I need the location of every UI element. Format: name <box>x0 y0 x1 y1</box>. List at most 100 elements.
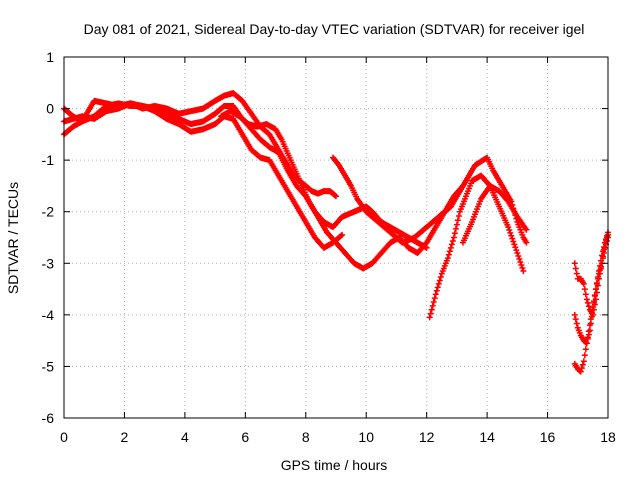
data-point <box>513 247 520 254</box>
x-tick-label: 8 <box>302 429 310 445</box>
data-point <box>508 232 515 239</box>
data-point <box>601 239 608 246</box>
data-point <box>455 213 462 220</box>
data-point <box>432 291 439 298</box>
data-point <box>594 274 601 281</box>
data-point <box>449 237 456 244</box>
data-point <box>599 248 606 255</box>
data-point <box>583 340 590 347</box>
data-point <box>585 328 592 335</box>
data-point <box>430 298 437 305</box>
data-point <box>584 299 591 306</box>
x-tick-label: 0 <box>60 429 68 445</box>
data-point <box>448 241 455 248</box>
data-point <box>581 352 588 359</box>
data-point <box>436 277 443 284</box>
data-point <box>582 346 589 353</box>
data-point <box>596 262 603 269</box>
y-axis-label: SDTVAR / TECUs <box>5 182 21 294</box>
data-point <box>444 255 451 262</box>
data-point <box>582 339 589 346</box>
data-point <box>590 298 597 305</box>
data-point <box>573 270 580 277</box>
plot-frame <box>63 56 609 419</box>
data-point <box>453 221 460 228</box>
x-tick-label: 16 <box>540 429 556 445</box>
data-point <box>454 217 461 224</box>
data-point <box>584 334 591 341</box>
data-point <box>512 244 519 251</box>
data-point <box>598 252 605 259</box>
data-point <box>580 280 587 287</box>
data-point <box>588 310 595 317</box>
data-point <box>597 263 604 270</box>
data-point <box>586 327 593 334</box>
data-point <box>585 303 592 310</box>
data-point <box>581 286 588 293</box>
data-point <box>577 368 584 375</box>
x-tick-label: 14 <box>479 429 495 445</box>
data-point <box>514 249 521 256</box>
data-point <box>434 284 441 291</box>
y-tick-label: 1 <box>46 49 54 65</box>
data-point <box>510 238 517 245</box>
data-point <box>587 316 594 323</box>
data-point <box>571 260 578 267</box>
data-point <box>338 232 345 239</box>
data-point <box>447 244 454 251</box>
data-point <box>505 224 512 231</box>
y-tick-label: -2 <box>42 204 55 220</box>
data-point <box>427 310 434 317</box>
data-point <box>583 296 590 303</box>
data-point <box>507 229 514 236</box>
data-point <box>428 306 435 313</box>
data-point <box>600 243 607 250</box>
x-tick-label: 18 <box>600 429 616 445</box>
data-point <box>601 244 608 251</box>
data-point <box>589 304 596 311</box>
data-point <box>572 265 579 272</box>
data-point <box>450 234 457 241</box>
data-point <box>339 231 346 238</box>
data-point <box>517 258 524 265</box>
data-point <box>519 265 526 272</box>
data-point <box>579 361 586 368</box>
data-point <box>573 320 580 327</box>
chart-title: Day 081 of 2021, Sidereal Day-to-day VTE… <box>84 21 585 37</box>
data-point <box>580 358 587 365</box>
data-point <box>591 292 598 299</box>
x-tick-label: 6 <box>241 429 249 445</box>
series-track-5 <box>329 154 370 215</box>
data-point <box>572 316 579 323</box>
data-point <box>446 248 453 255</box>
x-axis-label: GPS time / hours <box>281 457 388 473</box>
data-point <box>582 291 589 298</box>
series-track-7 <box>426 172 527 321</box>
series-track-11 <box>571 229 611 375</box>
data-point <box>586 322 593 329</box>
series-track-4 <box>218 108 466 272</box>
data-marks <box>61 90 611 375</box>
data-point <box>333 193 339 200</box>
data-point <box>592 286 599 293</box>
data-point <box>431 295 438 302</box>
data-point <box>595 268 602 275</box>
y-tick-label: -3 <box>42 255 55 271</box>
data-point <box>593 280 600 287</box>
data-point <box>437 274 444 281</box>
y-tick-label: -5 <box>42 358 55 374</box>
series-track-8 <box>459 182 530 246</box>
data-point <box>452 225 459 232</box>
data-point <box>506 227 513 234</box>
data-point <box>451 230 458 237</box>
data-point <box>523 226 530 233</box>
data-point <box>597 257 604 264</box>
x-tick-label: 10 <box>358 429 374 445</box>
y-tick-label: 0 <box>46 101 54 117</box>
series-track-6 <box>363 154 530 246</box>
x-tick-label: 4 <box>181 429 189 445</box>
y-tick-label: -6 <box>42 410 55 426</box>
